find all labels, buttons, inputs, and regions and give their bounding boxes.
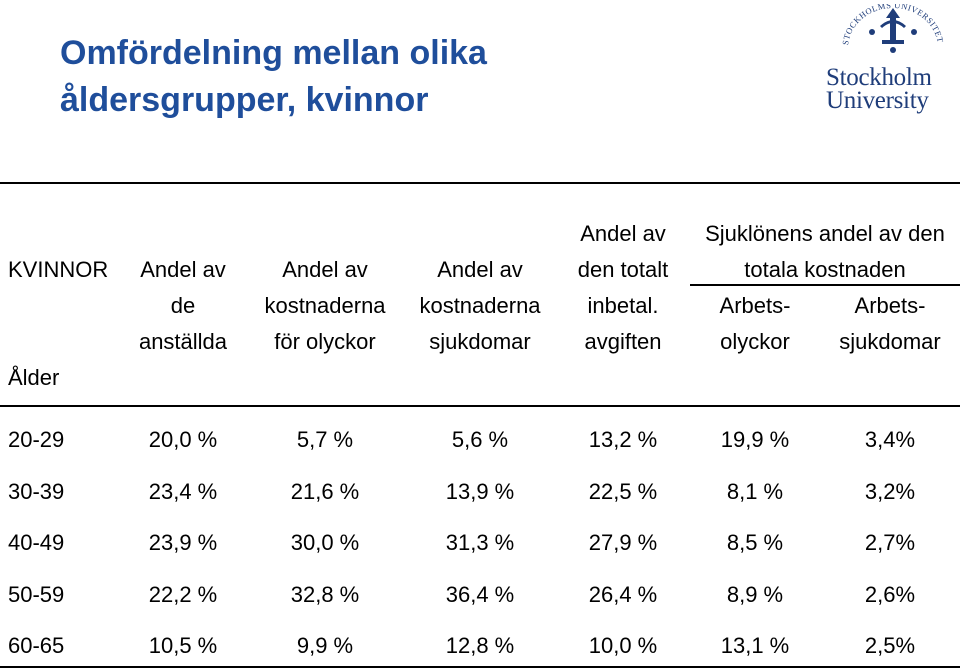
column-header: Arbets- olyckor bbox=[719, 293, 791, 354]
table-cell: 22,2 % bbox=[148, 582, 218, 607]
table-cell: 10,5 % bbox=[148, 633, 218, 658]
table-cell: 2,5% bbox=[864, 633, 916, 658]
logo-line-1: Stockholm bbox=[826, 64, 932, 91]
group-header: Sjuklönens andel av den totala kostnaden bbox=[705, 221, 945, 282]
logo-line-2: University bbox=[826, 87, 929, 114]
row-label: 40-49 bbox=[8, 530, 65, 555]
table-cell: 23,4 % bbox=[148, 479, 218, 504]
group-header-rule bbox=[690, 284, 960, 286]
table-cell: 13,9 % bbox=[445, 479, 515, 504]
table-cell: 31,3 % bbox=[445, 530, 515, 555]
table-cell: 22,5 % bbox=[588, 479, 658, 504]
row-label: 60-65 bbox=[8, 633, 65, 658]
logo-wordmark: Stockholm University bbox=[826, 64, 960, 114]
row-label: 50-59 bbox=[8, 582, 65, 607]
row-label: 20-29 bbox=[8, 427, 65, 452]
table-cell: 10,0 % bbox=[588, 633, 658, 658]
title-line-2: åldersgrupper, kvinnor bbox=[60, 81, 429, 119]
table-cell: 21,6 % bbox=[290, 479, 360, 504]
table-cell: 32,8 % bbox=[290, 582, 360, 607]
table-cell: 12,8 % bbox=[445, 633, 515, 658]
table-cell: 26,4 % bbox=[588, 582, 658, 607]
header-bottom-rule bbox=[0, 405, 960, 407]
table-cell: 2,6% bbox=[864, 582, 916, 607]
column-header: Andel av den totalt inbetal. avgiften bbox=[577, 221, 669, 354]
table-cell: 8,1 % bbox=[726, 479, 784, 504]
table-cell: 13,1 % bbox=[720, 633, 790, 658]
row-label: 30-39 bbox=[8, 479, 65, 504]
stockholm-university-logo: STOCKHOLMS UNIVERSITET Stockholm Univers… bbox=[826, 4, 960, 124]
table-cell: 8,9 % bbox=[726, 582, 784, 607]
table-cell: 2,7% bbox=[864, 530, 916, 555]
table-cell: 9,9 % bbox=[296, 633, 354, 658]
table-cell: 23,9 % bbox=[148, 530, 218, 555]
column-header: Andel av kostnaderna sjukdomar bbox=[419, 257, 541, 354]
table-cell: 30,0 % bbox=[290, 530, 360, 555]
university-seal-icon: STOCKHOLMS UNIVERSITET bbox=[840, 4, 945, 53]
table-cell: 3,2% bbox=[864, 479, 916, 504]
title-line-1: Omfördelning mellan olika bbox=[60, 34, 487, 72]
table-cell: 27,9 % bbox=[588, 530, 658, 555]
table-cell: 20,0 % bbox=[148, 427, 218, 452]
corner-header-kvinnor: KVINNOR bbox=[8, 257, 109, 282]
table-cell: 3,4% bbox=[864, 427, 916, 452]
table-cell: 36,4 % bbox=[445, 582, 515, 607]
table-cell: 8,5 % bbox=[726, 530, 784, 555]
table-cell: 5,7 % bbox=[296, 427, 354, 452]
page-title: Omfördelning mellan olika åldersgrupper,… bbox=[60, 30, 487, 124]
table-cell: 19,9 % bbox=[720, 427, 790, 452]
column-header: Arbets- sjukdomar bbox=[839, 293, 941, 354]
table-bottom-rule bbox=[0, 666, 960, 668]
column-header: Andel av kostnaderna för olyckor bbox=[264, 257, 386, 354]
table-cell: 13,2 % bbox=[588, 427, 658, 452]
corner-header-alder: Ålder bbox=[8, 365, 60, 390]
table-top-rule bbox=[0, 182, 960, 184]
table-cell: 5,6 % bbox=[451, 427, 509, 452]
column-header: Andel av de anställda bbox=[138, 257, 228, 354]
